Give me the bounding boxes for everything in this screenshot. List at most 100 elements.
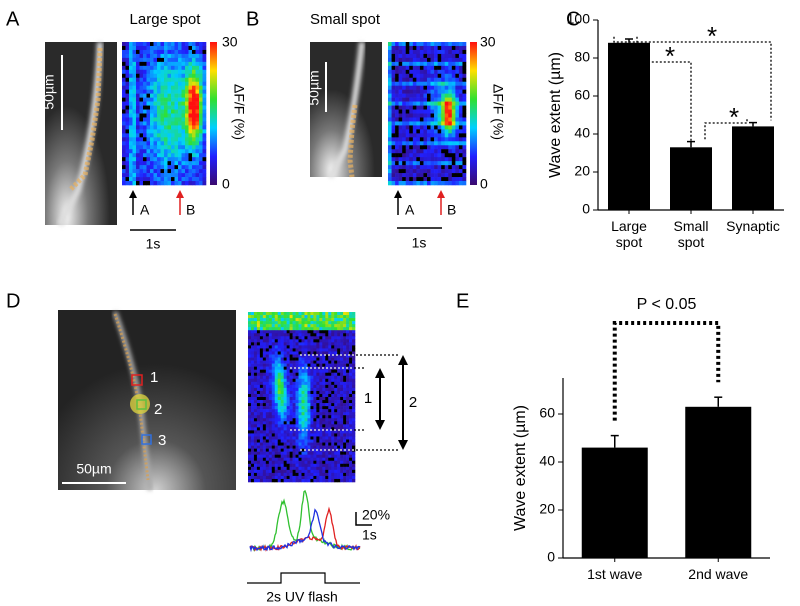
heatmap-cell	[316, 466, 320, 471]
arrow-label: A	[405, 202, 415, 218]
heatmap-cell	[398, 153, 403, 158]
heatmap-cell	[157, 101, 161, 106]
heatmap-cell	[181, 169, 186, 174]
heatmap-cell	[298, 345, 302, 349]
heatmap-cell	[280, 384, 284, 389]
heatmap-cell	[328, 375, 332, 380]
heatmap-cell	[430, 169, 435, 174]
heatmap-cell	[412, 53, 417, 59]
heatmap-cell	[129, 109, 133, 114]
heatmap-cell	[136, 101, 140, 106]
heatmap-cell	[316, 375, 320, 380]
heatmap-cell	[307, 430, 311, 434]
heatmap-cell	[185, 149, 189, 154]
heatmap-cell	[405, 97, 410, 102]
heatmap-cell	[185, 65, 189, 71]
heatmap-cell	[167, 181, 172, 186]
heatmap-cell	[427, 49, 431, 55]
heatmap-cell	[150, 141, 154, 146]
heatmap-cell	[136, 113, 140, 118]
heatmap-cell	[280, 336, 284, 340]
heatmap-cell	[430, 177, 435, 182]
heatmap-cell	[316, 384, 320, 389]
heatmap-cell	[337, 409, 341, 413]
heatmap-cell	[444, 129, 449, 134]
heatmap-cell	[136, 161, 140, 166]
heatmap-cell	[167, 169, 172, 174]
heatmap-cell	[458, 77, 463, 83]
heatmap-cell	[307, 463, 311, 468]
heatmap-cell	[122, 69, 126, 75]
heatmap-cell	[352, 466, 356, 471]
heatmap-cell	[346, 445, 350, 449]
heatmap-cell	[122, 137, 126, 142]
heatmap-cell	[340, 439, 344, 443]
heatmap-cell	[129, 121, 133, 126]
heatmap-cell	[325, 333, 329, 337]
heatmap-cell	[289, 451, 293, 455]
heatmap-cell	[423, 165, 428, 170]
heatmap-cell	[427, 149, 431, 154]
heatmap-cell	[157, 89, 161, 94]
heatmap-cell	[153, 169, 158, 174]
heatmap-cell	[202, 85, 207, 90]
heatmap-cell	[248, 351, 252, 355]
x-tick-label-box: Small spot	[673, 218, 708, 250]
heatmap-cell	[125, 81, 130, 86]
heatmap-cell	[325, 418, 329, 422]
heatmap-cell	[319, 381, 323, 386]
heatmap-cell	[289, 345, 293, 349]
heatmap-cell	[430, 109, 435, 114]
heatmap-cell	[125, 97, 130, 102]
heatmap-cell	[434, 61, 438, 67]
heatmap-cell	[271, 442, 276, 446]
heatmap-cell	[188, 181, 193, 186]
heatmap-cell	[331, 324, 335, 328]
heatmap-cell	[199, 69, 203, 75]
heatmap-cell	[340, 312, 344, 316]
heatmap-cell	[349, 315, 353, 319]
heatmap-cell	[292, 336, 296, 340]
heatmap-cell	[295, 324, 299, 328]
heatmap-cell	[328, 445, 332, 449]
heatmap-cell	[340, 472, 344, 477]
heatmap-cell	[304, 454, 308, 459]
heatmap-cell	[125, 181, 130, 186]
heatmap-cell	[188, 85, 193, 90]
heatmap-cell	[248, 466, 252, 471]
heatmap-cell	[132, 165, 137, 170]
heatmap-cell	[256, 457, 261, 462]
heatmap-cell	[150, 73, 154, 79]
heatmap-cell	[316, 315, 320, 319]
heatmap-cell	[331, 472, 335, 477]
heatmap-cell	[271, 403, 276, 407]
heatmap-cell	[277, 387, 281, 392]
heatmap-cell	[337, 354, 341, 358]
heatmap-cell	[437, 165, 442, 170]
heatmap-cell	[256, 363, 261, 367]
heatmap-cell	[160, 65, 165, 71]
heatmap-cell	[322, 384, 326, 389]
heatmap-cell	[195, 77, 200, 83]
heatmap-cell	[462, 49, 467, 55]
heatmap-cell	[132, 57, 137, 63]
heatmap-cell	[328, 424, 332, 428]
significance-bracket	[612, 321, 721, 421]
heatmap-cell	[343, 342, 347, 346]
heatmap-cell	[283, 478, 287, 483]
heatmap-cell	[448, 165, 453, 170]
heatmap-cell	[192, 141, 196, 146]
heatmap-cell	[289, 318, 293, 322]
heatmap-cell	[455, 69, 460, 75]
heatmap-cell	[192, 125, 196, 130]
heatmap-cell	[195, 97, 200, 102]
heatmap-cell	[328, 354, 332, 358]
heatmap-cell	[139, 73, 144, 79]
heatmap-cell	[405, 93, 410, 98]
heatmap-cell	[262, 354, 267, 358]
y-axis-label: Wave extent (µm)	[512, 405, 529, 531]
heatmap-cell	[271, 469, 276, 474]
heatmap-cell	[416, 177, 421, 182]
heatmap-cell	[444, 137, 449, 142]
heatmap-cell	[164, 109, 168, 114]
